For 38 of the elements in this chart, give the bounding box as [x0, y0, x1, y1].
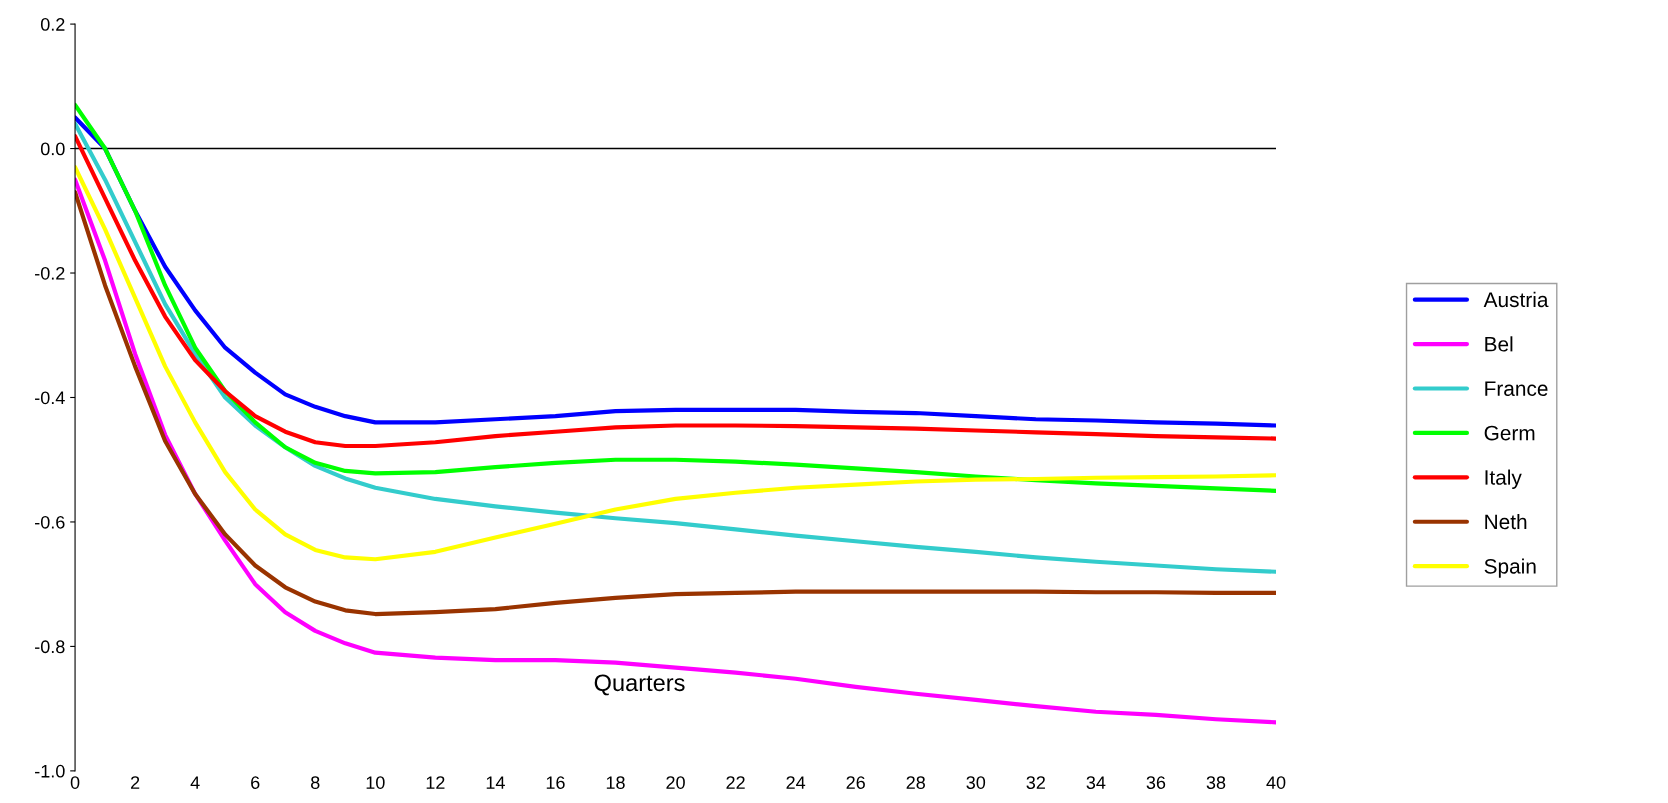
y-tick-label: -0.8: [35, 640, 65, 654]
legend-label: Germ: [1484, 425, 1535, 441]
line-series: [75, 177, 1277, 725]
x-tick-label: 40: [1266, 776, 1286, 789]
x-tick-label: 26: [846, 776, 865, 789]
y-tick-label: 0.0: [40, 142, 65, 156]
y-tick-label: -0.4: [35, 391, 65, 405]
x-tick-label: 6: [251, 776, 260, 789]
x-tick-label: 14: [486, 776, 505, 789]
x-tick-label: 32: [1026, 776, 1045, 789]
y-tick-label: -0.2: [35, 266, 65, 280]
x-tick-label: 2: [131, 776, 140, 789]
x-tick-label: 4: [190, 776, 200, 789]
x-tick-label: 30: [966, 776, 986, 789]
x-tick-label: 18: [606, 776, 625, 789]
x-axis-title: Quarters: [594, 674, 685, 696]
x-tick-label: 22: [726, 776, 745, 789]
x-tick-label: 10: [366, 776, 385, 789]
y-tick-label: -1.0: [35, 764, 65, 778]
x-tick-label: 12: [426, 776, 445, 789]
legend-label: Spain: [1484, 558, 1536, 578]
legend-label: Italy: [1485, 469, 1522, 489]
x-tick-label: 20: [666, 776, 685, 789]
line-series: [75, 190, 1277, 617]
x-tick-label: 28: [906, 776, 925, 789]
x-tick-label: 38: [1206, 776, 1226, 789]
y-tick-label: 0.2: [40, 18, 65, 31]
x-tick-label: 24: [786, 776, 806, 789]
legend-label: Austria: [1483, 291, 1549, 308]
legend-label: Neth: [1485, 513, 1527, 530]
x-tick-label: 0: [70, 776, 80, 789]
y-tick-label: -0.6: [35, 515, 65, 529]
x-tick-label: 8: [311, 776, 320, 789]
legend-label: France: [1485, 381, 1548, 396]
x-tick-label: 36: [1146, 776, 1166, 789]
x-tick-label: 34: [1086, 776, 1106, 789]
legend-label: Bel: [1485, 336, 1513, 352]
x-tick-label: 16: [546, 776, 565, 789]
